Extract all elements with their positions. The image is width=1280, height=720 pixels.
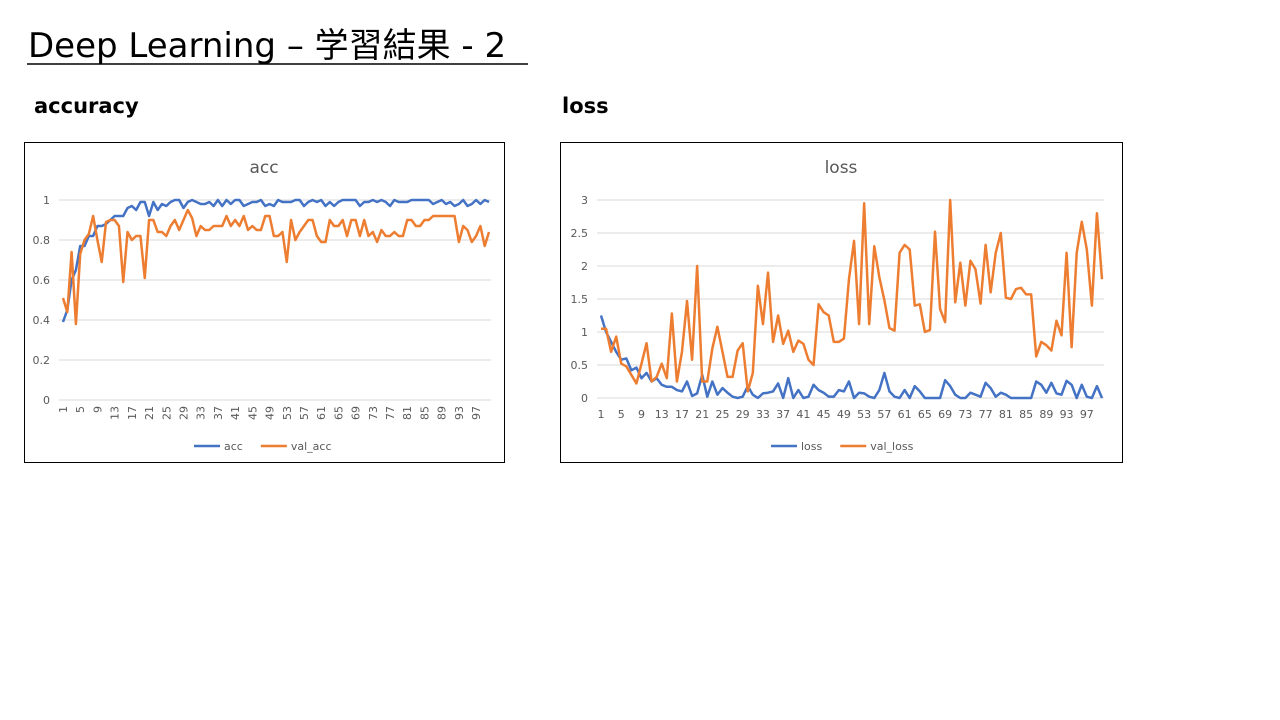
x-tick-label: 97 xyxy=(1080,408,1094,421)
y-tick-label: 0 xyxy=(43,394,50,407)
x-tick-label: 25 xyxy=(160,406,173,420)
x-tick-label: 29 xyxy=(177,406,190,420)
y-tick-label: 1.5 xyxy=(571,293,589,306)
x-tick-label: 69 xyxy=(350,406,363,420)
x-tick-label: 5 xyxy=(618,408,625,421)
section-heading: accuracy xyxy=(34,94,139,118)
x-tick-label: 21 xyxy=(695,408,709,421)
x-tick-label: 49 xyxy=(837,408,851,421)
x-tick-label: 93 xyxy=(1060,408,1074,421)
section-heading: loss xyxy=(562,94,609,118)
x-tick-label: 49 xyxy=(264,406,277,420)
x-tick-label: 17 xyxy=(126,406,139,420)
x-tick-label: 85 xyxy=(418,406,431,420)
x-tick-label: 65 xyxy=(918,408,932,421)
data-line xyxy=(61,208,491,326)
slide-title: Deep Learning – 学習結果 - 2 xyxy=(28,26,506,66)
x-tick-label: 57 xyxy=(298,406,311,420)
x-tick-label: 45 xyxy=(817,408,831,421)
x-tick-label: 1 xyxy=(598,408,605,421)
x-tick-label: 37 xyxy=(212,406,225,420)
x-tick-label: 53 xyxy=(281,406,294,420)
chart-title: acc xyxy=(249,158,278,178)
x-tick-label: 69 xyxy=(938,408,952,421)
y-tick-label: 0 xyxy=(581,392,588,405)
x-tick-label: 93 xyxy=(453,406,466,420)
data-line xyxy=(601,198,1104,393)
x-tick-label: 57 xyxy=(877,408,891,421)
x-tick-label: 45 xyxy=(246,406,259,420)
x-tick-label: 61 xyxy=(315,406,328,420)
legend-label: acc xyxy=(224,440,243,453)
y-tick-label: 0.2 xyxy=(33,354,51,367)
x-tick-label: 1 xyxy=(57,406,70,413)
x-tick-label: 77 xyxy=(384,406,397,420)
x-tick-label: 85 xyxy=(1019,408,1033,421)
chart-frame xyxy=(560,142,1123,463)
data-line xyxy=(61,198,490,323)
data-line xyxy=(599,315,1104,400)
x-tick-label: 65 xyxy=(332,406,345,420)
x-tick-label: 77 xyxy=(979,408,993,421)
x-tick-label: 25 xyxy=(715,408,729,421)
legend-label: loss xyxy=(801,440,823,453)
y-tick-label: 0.5 xyxy=(571,359,589,372)
x-tick-label: 61 xyxy=(898,408,912,421)
x-tick-label: 21 xyxy=(143,406,156,420)
x-tick-label: 37 xyxy=(776,408,790,421)
x-tick-label: 73 xyxy=(367,406,380,420)
y-tick-label: 3 xyxy=(581,194,588,207)
y-tick-label: 1 xyxy=(43,194,50,207)
x-tick-label: 13 xyxy=(109,406,122,420)
y-tick-label: 0.4 xyxy=(33,314,51,327)
x-tick-label: 33 xyxy=(195,406,208,420)
x-tick-label: 13 xyxy=(655,408,669,421)
x-tick-label: 97 xyxy=(470,406,483,420)
x-tick-label: 5 xyxy=(74,406,87,413)
legend-label: val_acc xyxy=(291,440,332,453)
x-tick-label: 17 xyxy=(675,408,689,421)
x-tick-label: 41 xyxy=(796,408,810,421)
legend-label: val_loss xyxy=(870,440,913,453)
x-tick-label: 33 xyxy=(756,408,770,421)
y-tick-label: 2 xyxy=(581,260,588,273)
x-tick-label: 9 xyxy=(91,406,104,413)
x-tick-label: 29 xyxy=(736,408,750,421)
chart-title: loss xyxy=(825,158,858,178)
x-tick-label: 89 xyxy=(1039,408,1053,421)
y-tick-label: 1 xyxy=(581,326,588,339)
x-tick-label: 81 xyxy=(999,408,1013,421)
x-tick-label: 89 xyxy=(436,406,449,420)
x-tick-label: 81 xyxy=(401,406,414,420)
x-tick-label: 53 xyxy=(857,408,871,421)
chart-frame xyxy=(24,142,505,463)
x-tick-label: 73 xyxy=(958,408,972,421)
x-tick-label: 9 xyxy=(638,408,645,421)
y-tick-label: 0.6 xyxy=(33,274,51,287)
y-tick-label: 0.8 xyxy=(33,234,51,247)
y-tick-label: 2.5 xyxy=(571,227,589,240)
x-tick-label: 41 xyxy=(229,406,242,420)
